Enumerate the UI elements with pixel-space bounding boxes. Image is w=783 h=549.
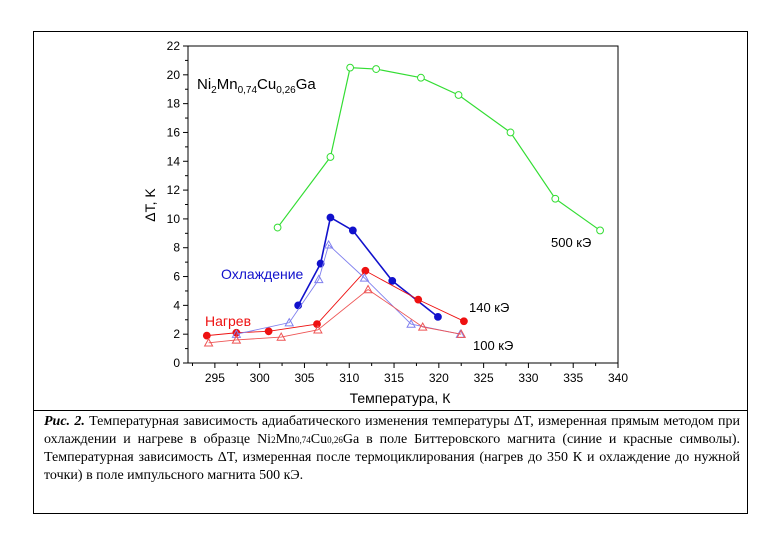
x-tick-label: 310	[339, 371, 359, 385]
data-point	[316, 259, 325, 268]
series-line	[236, 244, 461, 335]
x-tick-label: 305	[294, 371, 314, 385]
data-point	[276, 332, 287, 341]
label-140-ke: 140 кЭ	[469, 300, 509, 315]
data-point	[346, 63, 355, 72]
label-heating: Нагрев	[205, 313, 251, 329]
y-tick-label: 10	[167, 212, 181, 226]
label-500-ke: 500 кЭ	[551, 235, 591, 250]
x-tick-label: 295	[205, 371, 225, 385]
data-point	[506, 128, 515, 137]
y-tick-label: 2	[173, 327, 180, 341]
data-point	[417, 321, 428, 331]
data-point	[284, 317, 295, 327]
data-point	[231, 334, 242, 344]
series-1	[294, 213, 442, 321]
data-point	[456, 329, 467, 338]
x-tick-label: 320	[429, 371, 449, 385]
y-tick-label: 16	[167, 125, 181, 139]
caption-formula: Ni2Mn0,74Cu0,26Ga	[257, 432, 360, 447]
x-tick-label: 340	[608, 371, 628, 385]
series-4	[203, 284, 467, 347]
y-tick-label: 12	[167, 183, 181, 197]
figure-frame	[33, 31, 748, 514]
series-line	[208, 288, 462, 344]
data-point	[454, 91, 463, 99]
y-tick-label: 6	[173, 270, 180, 284]
data-point	[388, 276, 397, 285]
y-tick-label: 14	[167, 154, 181, 168]
data-point	[313, 324, 323, 334]
data-point	[203, 337, 214, 347]
y-tick-label: 18	[167, 97, 181, 111]
data-point	[348, 226, 357, 235]
data-point	[313, 274, 324, 284]
compound-formula: Ni2Mn0,74Cu0,26Ga	[197, 76, 316, 96]
data-point	[460, 317, 468, 326]
data-point	[434, 312, 442, 321]
data-point	[361, 266, 370, 275]
caption-lead: Рис. 2.	[44, 414, 85, 429]
y-tick-label: 22	[167, 39, 181, 53]
data-point	[264, 327, 273, 336]
data-point	[406, 319, 416, 328]
x-tick-label: 335	[563, 371, 583, 385]
data-point	[326, 153, 335, 161]
series-2	[202, 266, 468, 340]
series-group	[202, 63, 604, 347]
data-point	[372, 65, 381, 73]
data-point	[326, 213, 335, 222]
data-point	[202, 331, 211, 340]
data-point	[273, 223, 282, 232]
data-point	[417, 73, 425, 82]
y-tick-label: 20	[167, 68, 181, 82]
series-0	[273, 63, 604, 235]
data-point	[231, 329, 242, 338]
x-tick-label: 330	[518, 371, 538, 385]
caption-text-2: в поле Биттеровского магнита (синие и кр…	[44, 432, 740, 483]
series-line	[277, 66, 601, 231]
label-cooling: Охлаждение	[221, 266, 304, 282]
y-axis-label: ΔT, K	[142, 188, 158, 222]
x-axis-label: Температура, К	[350, 390, 452, 406]
ticks: 295 300 305 310 315 320 325 330 335 340 0 2 4 6 8 10 12 1…	[167, 39, 629, 385]
x-tick-label: 325	[474, 371, 494, 385]
x-tick-label: 300	[250, 371, 270, 385]
data-point	[363, 284, 373, 294]
series-line	[297, 216, 439, 318]
y-tick-label: 0	[173, 356, 180, 370]
figure-caption: Рис. 2. Температурная зависимость адиаба…	[44, 413, 740, 485]
caption-divider	[33, 410, 748, 411]
y-tick-label: 8	[173, 241, 180, 255]
data-point	[596, 226, 604, 235]
x-tick-label: 315	[384, 371, 404, 385]
data-point	[323, 239, 334, 249]
label-100-ke: 100 кЭ	[473, 338, 513, 353]
y-tick-label: 4	[173, 298, 180, 312]
data-point	[414, 295, 423, 304]
data-point	[551, 194, 560, 203]
caption-text-1: Температурная зависимость адиабатическог…	[44, 414, 740, 447]
data-point	[359, 272, 370, 282]
